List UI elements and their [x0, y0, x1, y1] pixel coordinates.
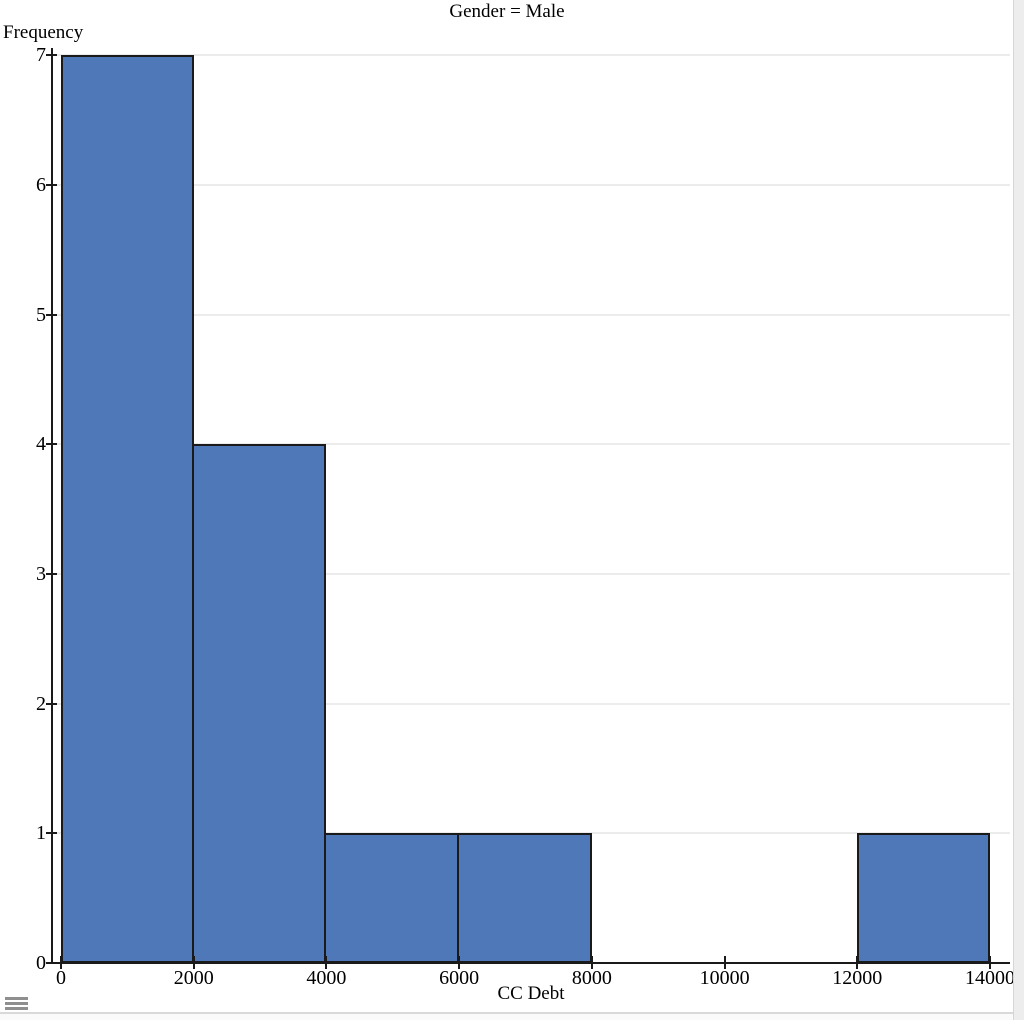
y-tick-mark — [46, 962, 57, 964]
y-tick-label: 3 — [36, 562, 46, 585]
gridline — [52, 443, 1010, 446]
gridline — [52, 54, 1010, 57]
window-bottom-border — [0, 1012, 1024, 1014]
y-tick-label: 1 — [36, 822, 46, 845]
x-tick-mark — [723, 956, 726, 969]
y-tick-label: 6 — [36, 173, 46, 196]
x-tick-mark — [856, 956, 859, 969]
hamburger-menu-icon[interactable] — [5, 997, 28, 1010]
gridline — [52, 183, 1010, 186]
hamburger-line — [5, 1002, 28, 1005]
y-tick-mark — [46, 572, 57, 575]
x-tick-mark — [60, 956, 62, 969]
x-tick-mark — [989, 956, 991, 969]
y-tick-mark — [46, 313, 57, 316]
y-tick-mark — [46, 702, 57, 705]
x-tick-mark — [458, 956, 461, 969]
window-bottom-strip — [0, 1014, 1024, 1020]
y-tick-label: 4 — [36, 433, 46, 456]
y-axis-label: Frequency — [3, 22, 84, 43]
histogram-bar[interactable] — [191, 444, 327, 963]
hamburger-line — [5, 997, 28, 1000]
y-tick-mark — [46, 443, 57, 446]
x-tick-mark — [325, 956, 328, 969]
y-tick-label: 0 — [36, 952, 46, 974]
y-axis-line — [51, 48, 53, 964]
y-tick-mark — [46, 183, 57, 186]
x-axis-line — [51, 962, 1010, 964]
y-tick-label: 7 — [36, 44, 46, 67]
gridline — [52, 313, 1010, 316]
vertical-scrollbar[interactable] — [1013, 0, 1024, 1020]
x-tick-label: 2000 — [173, 967, 214, 989]
x-tick-label: 14000 — [965, 967, 1015, 989]
histogram-bar[interactable] — [857, 833, 990, 963]
x-tick-label: 0 — [56, 967, 66, 989]
y-tick-label: 2 — [36, 692, 46, 715]
x-tick-mark — [590, 956, 593, 969]
x-tick-label: 4000 — [306, 967, 347, 989]
gridline — [52, 702, 1010, 705]
y-tick-mark — [46, 832, 57, 835]
y-tick-mark — [46, 54, 57, 57]
x-tick-label: 6000 — [439, 967, 480, 989]
x-axis-label: CC Debt — [497, 983, 565, 1004]
y-tick-label: 5 — [36, 303, 46, 326]
histogram-bar[interactable] — [61, 55, 194, 963]
gridline — [52, 572, 1010, 575]
x-tick-label: 12000 — [832, 967, 883, 989]
x-tick-mark — [192, 956, 195, 969]
histogram-bar[interactable] — [457, 833, 592, 963]
chart-title: Gender = Male — [449, 1, 565, 22]
hamburger-line — [5, 1007, 28, 1010]
histogram-bar[interactable] — [324, 833, 460, 963]
x-tick-label: 8000 — [571, 967, 612, 989]
x-tick-label: 10000 — [699, 967, 750, 989]
